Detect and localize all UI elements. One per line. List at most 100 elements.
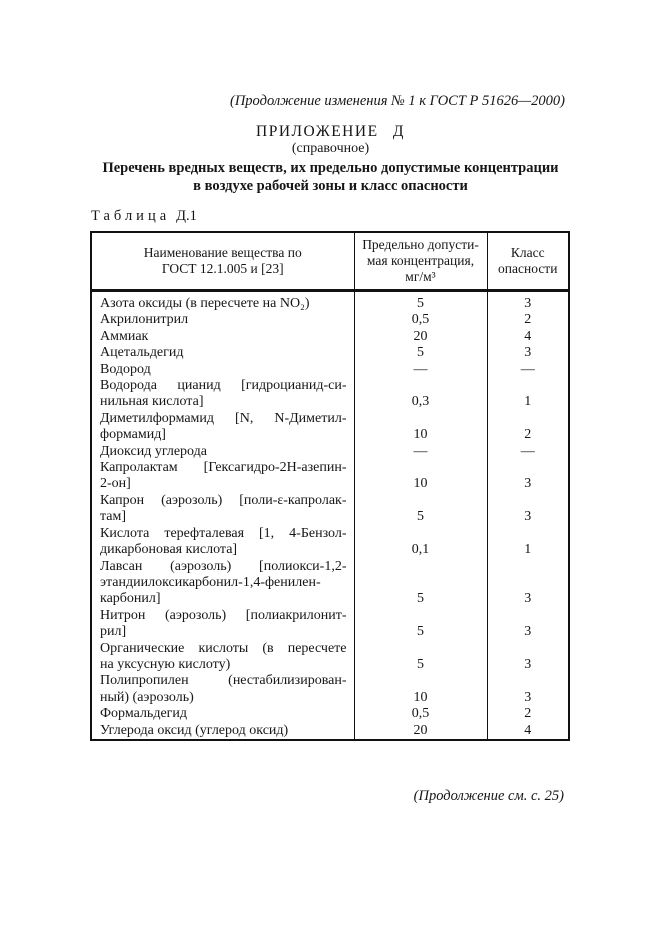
hazard-class-cell: 3 <box>486 460 569 493</box>
mpc-value-cell: 0,3 <box>353 378 487 411</box>
table-row: Акрилонитрил 0,5 2 <box>91 312 569 329</box>
substance-name-line: 2-он] <box>100 476 131 492</box>
table-row: Органические кислоты (в пересчете на уксу… <box>91 640 569 674</box>
mpc-value-cell: 5 <box>353 558 487 608</box>
hazard-class-cell: 3 <box>486 607 569 641</box>
substance-name-cell: Азота оксиды (в пересчете на NO₂) <box>91 291 354 313</box>
hazard-class-cell: 3 <box>486 345 569 362</box>
table-body: Азота оксиды (в пересчете на NO₂) 5 3 Акрил… <box>91 290 569 740</box>
substance-name-cell: Диоксид углерода <box>91 444 354 460</box>
document-title: Перечень вредных веществ, их предельно д… <box>0 159 661 195</box>
substance-name-cell: Органические кислоты (в пересчете на уксу… <box>91 641 354 674</box>
hazard-class-cell: 2 <box>486 410 569 444</box>
substances-table: Наименование вещества по ГОСТ 12.1.005 и… <box>90 231 570 741</box>
substance-name-line: ный) (аэрозоль) <box>100 689 194 705</box>
mpc-value-cell: 20 <box>353 722 487 740</box>
mpc-value-cell: 0,5 <box>353 312 487 329</box>
hazard-class-cell: — <box>486 361 569 379</box>
substance-name-line: Полипропилен (нестабилизирован- <box>100 673 347 689</box>
mpc-value-cell: 5 <box>353 290 487 313</box>
mpc-value-cell: 20 <box>353 328 487 346</box>
substance-name-cell: Водорода цианид [гидроцианид-си-нильная … <box>91 378 354 411</box>
table-row: Капрон (аэрозоль) [поли-ε-капролак-там] 5… <box>91 492 569 526</box>
substance-name-line: там] <box>100 509 127 525</box>
mpc-value-cell: — <box>353 443 487 461</box>
mpc-value-cell: 5 <box>353 607 487 641</box>
mpc-value-cell: 0,1 <box>353 525 487 559</box>
table-caption-number: Д.1 <box>176 208 197 224</box>
substance-name-cell: Диметилформамид [N, N-Диметил-формамид] <box>91 411 354 444</box>
substance-name-line: этандиилоксикарбонил-1,4-фенилен- <box>100 574 321 590</box>
document-title-line1: Перечень вредных веществ, их предельно д… <box>102 160 559 176</box>
mpc-value-cell: 10 <box>353 410 487 444</box>
table-row: Диоксид углерода — — <box>91 443 569 461</box>
table-row: Углерода оксид (углерод оксид) 20 4 <box>91 722 569 740</box>
mpc-value-cell: 5 <box>353 345 487 362</box>
substance-name-line: формамид] <box>100 427 166 443</box>
table-header-hazard: Класс опасности <box>486 232 569 292</box>
document-title-line2: в воздухе рабочей зоны и класс опасности <box>193 178 468 194</box>
substance-name-line: Акрилонитрил <box>100 312 189 328</box>
appendix-title: ПРИЛОЖЕНИЕ Д <box>256 123 405 140</box>
hazard-class-cell: — <box>486 443 569 461</box>
hazard-class-cell: 3 <box>486 492 569 526</box>
substance-name-line: Водород <box>100 361 151 377</box>
continuation-note: (Продолжение изменения № 1 к ГОСТ Р 5162… <box>230 93 565 109</box>
table-row: Азота оксиды (в пересчете на NO₂) 5 3 <box>91 290 569 313</box>
hazard-class-cell: 4 <box>486 328 569 346</box>
substance-name-line: Капрон (аэрозоль) [поли-ε-капролак- <box>100 492 347 508</box>
substance-name-line: Кислота терефталевая [1, 4-Бензол- <box>100 525 347 541</box>
table-row: Ацетальдегид 5 3 <box>91 345 569 362</box>
table-row: Аммиак 20 4 <box>91 328 569 346</box>
appendix-subtitle: (справочное) <box>291 141 370 156</box>
table-header: Наименование вещества по ГОСТ 12.1.005 и… <box>91 232 569 292</box>
substance-name-line: Аммиак <box>100 328 149 344</box>
substance-name-line: рил] <box>100 624 127 640</box>
table-row: Полипропилен (нестабилизирован-ный) (аэр… <box>91 673 569 707</box>
table-row: Нитрон (аэрозоль) [полиакрилонит-рил] 5 3 <box>91 607 569 641</box>
substance-name-line: нильная кислота] <box>100 394 204 410</box>
mpc-value-cell: 10 <box>353 460 487 493</box>
mpc-value-cell: — <box>353 361 487 379</box>
substance-name-line: Нитрон (аэрозоль) [полиакрилонит- <box>100 607 347 623</box>
table-header-concentration: Предельно допусти- мая концентрация, мг/… <box>353 232 487 292</box>
mpc-value-cell: 10 <box>353 673 487 707</box>
substance-name-cell: Капрон (аэрозоль) [поли-ε-капролак-там] <box>91 493 354 526</box>
substance-name-line: дикарбоновая кислота] <box>100 542 238 558</box>
hazard-class-cell: 4 <box>486 722 569 740</box>
table-row: Водород — — <box>91 361 569 379</box>
table-caption-word: Таблица <box>91 208 171 224</box>
substance-name-line: на уксусную кислоту) <box>100 656 231 672</box>
substance-name-cell: Аммиак <box>91 329 354 345</box>
mpc-value-cell: 5 <box>353 640 487 674</box>
table-row: Капролактам [Гексагидро-2Н-азепин- 2-он] 1… <box>91 460 569 493</box>
substance-name-line: Диметилформамид [N, N-Диметил- <box>100 410 347 426</box>
substance-name-cell: Углерода оксид (углерод оксид) <box>91 723 354 740</box>
table-row: Лавсан (аэрозоль) [полиокси-1,2- этандиил… <box>91 558 569 608</box>
footer-note: (Продолжение см. с. 25) <box>413 788 564 804</box>
substance-name-cell: Лавсан (аэрозоль) [полиокси-1,2- этандиил… <box>91 559 354 608</box>
substance-name-cell: Формальдегид <box>91 706 354 722</box>
hazard-class-cell: 2 <box>486 312 569 329</box>
table-row: Формальдегид 0,5 2 <box>91 706 569 723</box>
table-header-name: Наименование вещества по ГОСТ 12.1.005 и… <box>91 232 354 292</box>
substance-name-line: Лавсан (аэрозоль) [полиокси-1,2- <box>100 558 347 574</box>
substance-name-cell: Капролактам [Гексагидро-2Н-азепин- 2-он] <box>91 460 354 493</box>
table-caption: Таблица Д.1 <box>91 208 197 225</box>
substance-name-cell: Водород <box>91 362 354 378</box>
substance-name-line: карбонил] <box>100 591 161 607</box>
table-row: Кислота терефталевая [1, 4-Бензол-дикарб… <box>91 525 569 559</box>
hazard-class-cell: 1 <box>486 525 569 559</box>
substance-name-cell: Кислота терефталевая [1, 4-Бензол-дикарб… <box>91 526 354 559</box>
substance-name-line: Водорода цианид [гидроцианид-си- <box>100 378 347 394</box>
substance-name-line: Капролактам [Гексагидро-2Н-азепин- <box>100 460 347 476</box>
substance-name-line: Формальдегид <box>100 706 188 722</box>
substance-name-line: Органические кислоты (в пересчете <box>100 640 347 656</box>
mpc-value-cell: 0,5 <box>353 706 487 723</box>
substance-name-line: Диоксид углерода <box>100 443 207 459</box>
table-row: Водорода цианид [гидроцианид-си-нильная … <box>91 378 569 411</box>
table-row: Диметилформамид [N, N-Диметил-формамид] 1… <box>91 410 569 444</box>
hazard-class-cell: 3 <box>486 558 569 608</box>
substance-name-cell: Ацетальдегид <box>91 345 354 361</box>
